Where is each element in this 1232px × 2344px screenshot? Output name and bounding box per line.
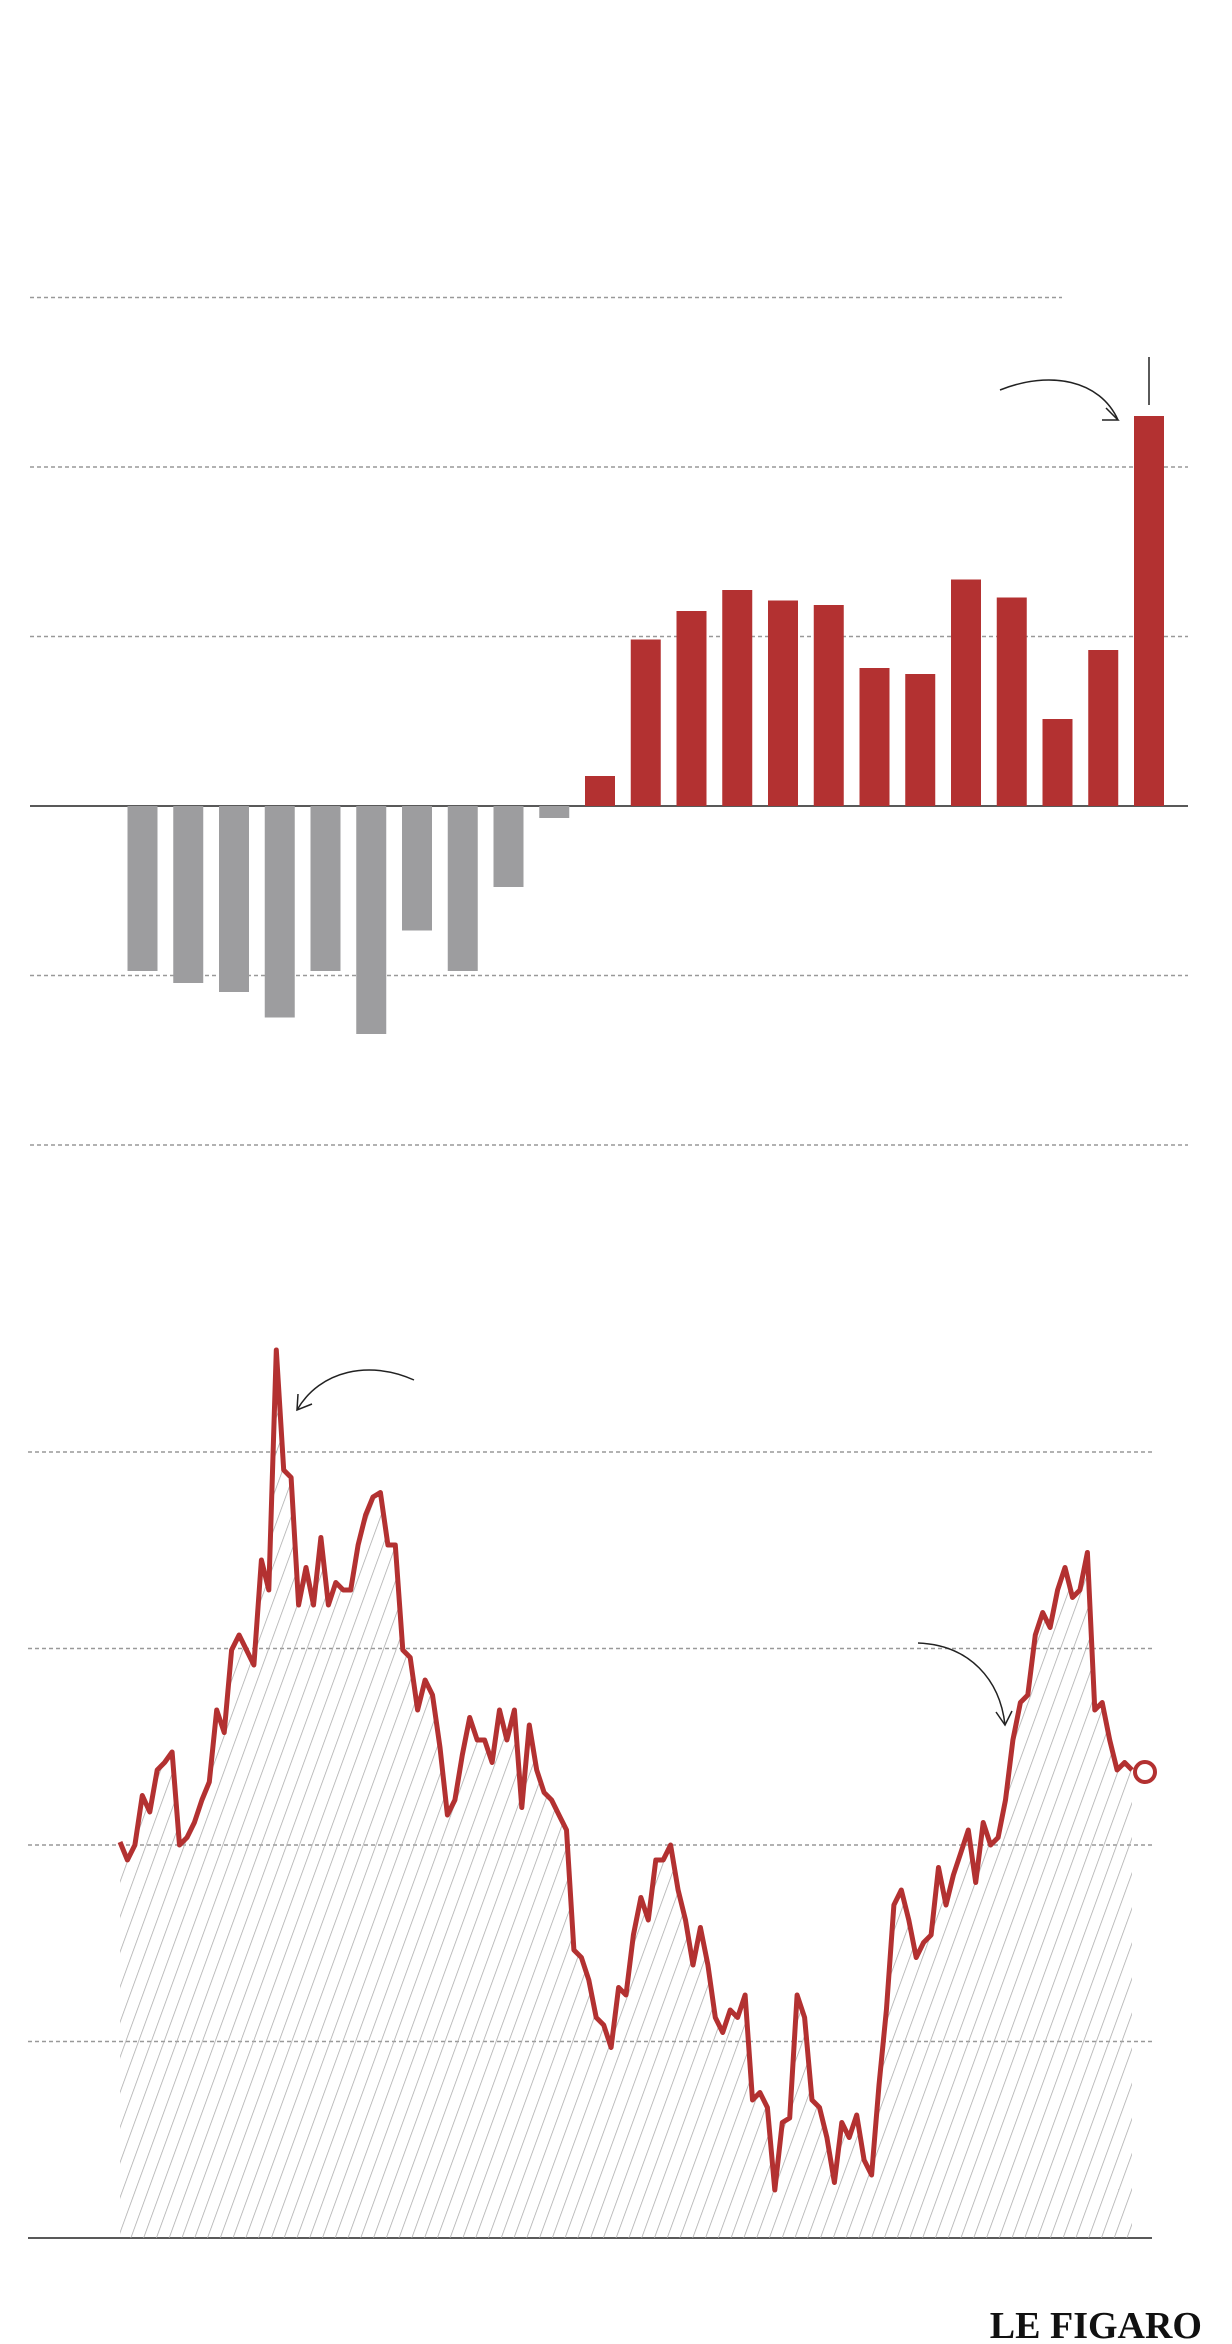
arrow-head [1102, 407, 1120, 421]
arrow-head [995, 1710, 1013, 1727]
bar [356, 806, 387, 1034]
bar [630, 639, 661, 806]
bar [539, 806, 570, 818]
arrow-head [296, 1393, 313, 1412]
bar [996, 597, 1027, 806]
bar [951, 579, 981, 806]
bar [493, 806, 524, 887]
bar [1134, 416, 1164, 806]
annotation-arrow [296, 1369, 415, 1411]
bar [813, 605, 844, 806]
bar [768, 600, 798, 806]
logo: LE FIGARO [990, 2305, 1202, 2344]
bar [676, 611, 707, 806]
bar [310, 806, 341, 971]
bar [264, 806, 295, 1018]
last-point-marker [1133, 1760, 1157, 1784]
bar [447, 806, 478, 971]
bar [402, 806, 432, 931]
bar [585, 776, 615, 806]
bar [1088, 650, 1119, 806]
bar [127, 806, 158, 971]
bar [173, 806, 204, 983]
annotation-arrow [999, 379, 1119, 421]
annotation-arrow [917, 1642, 1006, 1726]
area-hatch [120, 1350, 1132, 2238]
line [117, 1347, 1134, 2193]
bar-chart [30, 296, 1188, 1146]
bar [1042, 719, 1073, 806]
area-chart [28, 1347, 1157, 2239]
bar [722, 590, 753, 806]
bar [859, 668, 890, 806]
bar [219, 806, 249, 992]
bar [905, 674, 936, 806]
